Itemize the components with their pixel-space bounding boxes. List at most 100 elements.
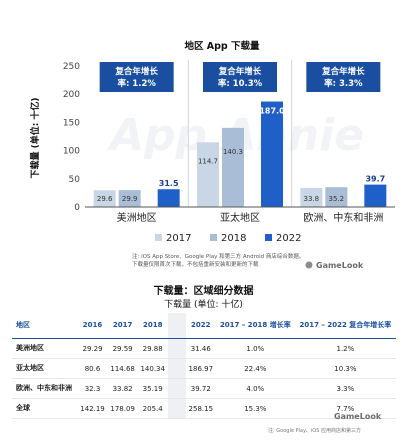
table-cell: 1.2%	[294, 338, 396, 359]
data-label: 35.2	[329, 195, 345, 203]
bar-2018-2	[325, 187, 348, 207]
bar-2018-1	[222, 127, 244, 207]
y-tick-label: 200	[63, 90, 80, 100]
cagr-label: 复合年增长	[218, 66, 262, 77]
table-cell: 29.88	[137, 338, 168, 359]
table-cell: 7.7%	[294, 398, 396, 419]
data-label: 187.0	[259, 107, 285, 116]
table-source-note: 注: Google Play、iOS 应用商店和第三方	[268, 428, 362, 434]
cagr-box	[203, 62, 277, 92]
row-region: 全球	[12, 398, 78, 419]
table-row: 美洲地区 29.29 29.59 29.88 31.46 1.0% 1.2%	[12, 338, 396, 359]
table-cell: 258.15	[185, 398, 216, 419]
table-cell: 142.19	[77, 398, 108, 419]
legend-swatch	[210, 234, 217, 241]
column-gap	[167, 378, 186, 399]
col-header: 2018	[137, 313, 168, 339]
bar-chart: App Annie 地区 App 下载量 下载量 (单位: 十亿) 050100…	[29, 40, 395, 270]
table-cell: 15.3%	[215, 398, 295, 419]
data-label: 29.6	[97, 195, 113, 203]
table-cell: 140.34	[137, 358, 168, 379]
bar-2022-0	[157, 189, 180, 207]
legend-swatch	[265, 234, 272, 241]
col-header: 地区	[12, 313, 78, 339]
cagr-box	[306, 62, 381, 92]
table-cell: 205.4	[137, 398, 168, 419]
brand-logo-icon	[305, 261, 313, 269]
brand-logo-text: GameLook	[316, 261, 364, 270]
table-cell: 32.3	[77, 378, 108, 399]
column-gap	[167, 313, 186, 339]
y-tick-label: 0	[74, 203, 80, 213]
bar-2022-2	[364, 184, 387, 207]
row-region: 亚太地区	[12, 358, 78, 379]
chart-source-note-2: 下载量仅限首次下载，不包括重新安装和更新的下载	[132, 260, 259, 268]
y-axis-label: 下载量 (单位: 十亿)	[29, 97, 41, 178]
brand-logo-text-2: GameLook	[334, 412, 382, 421]
data-label: 31.5	[159, 179, 179, 188]
table-cell: 10.3%	[294, 358, 396, 379]
row-region: 美洲地区	[12, 338, 78, 359]
y-axis-ticks: 0 50 100 150 200 250	[63, 62, 80, 213]
cagr-label: 率: 1.2%	[117, 78, 156, 89]
region-table: 地区 2016 2017 2018 2022 2017 – 2018 增长率 2…	[12, 313, 396, 419]
cagr-box	[99, 62, 174, 92]
chart-title: 地区 App 下载量	[184, 40, 260, 52]
table-cell: 178.09	[107, 398, 138, 419]
row-region: 欧洲、中东和非洲	[12, 378, 78, 399]
table-row: 亚太地区 80.6 114.68 140.34 186.97 22.4% 10.…	[12, 358, 396, 379]
column-gap	[167, 358, 186, 379]
column-gap	[167, 338, 186, 359]
bar-2022-1	[261, 101, 283, 207]
table-title: 下载量：区域细分数据	[153, 286, 254, 297]
bar-group: 29.6 29.9 31.5 114.7 140.3 187.0 33.8 35.2 39.7	[93, 60, 387, 207]
table-header-row: 地区 2016 2017 2018 2022 2017 – 2018 增长率 2…	[12, 313, 396, 339]
legend-label: 2018	[221, 233, 246, 244]
column-gap	[167, 398, 186, 419]
data-label: 29.9	[122, 195, 138, 203]
col-header: 2017 – 2022 复合年增长率	[294, 313, 396, 339]
legend-label: 2017	[166, 233, 191, 244]
y-tick-label: 100	[63, 147, 80, 157]
legend-label: 2022	[276, 233, 301, 244]
table-cell: 1.0%	[215, 338, 295, 359]
cagr-label: 复合年增长	[114, 66, 158, 77]
table-cell: 4.0%	[215, 378, 295, 399]
cagr-label: 率: 3.3%	[324, 78, 363, 89]
cagr-callouts: 复合年增长率: 1.2%复合年增长率: 10.3%复合年增长率: 3.3%	[99, 62, 381, 92]
category-label: 美洲地区	[117, 211, 157, 224]
y-tick-label: 50	[69, 175, 81, 185]
table-cell: 33.82	[107, 378, 138, 399]
bar-2017-1	[197, 142, 219, 207]
col-header: 2017 – 2018 增长率	[215, 313, 295, 339]
cagr-label: 复合年增长	[321, 66, 365, 77]
category-labels: 美洲地区 亚太地区 欧洲、中东和非洲	[117, 211, 384, 224]
data-label: 33.8	[304, 195, 320, 203]
table-cell: 186.97	[185, 358, 216, 379]
cagr-label: 率: 10.3%	[218, 78, 263, 89]
table-subtitle: 下载量 (单位: 十亿)	[164, 300, 243, 310]
table-cell: 114.68	[107, 358, 138, 379]
table-cell: 3.3%	[294, 378, 396, 399]
legend: 2017 2018 2022	[155, 233, 301, 244]
col-header: 2017	[107, 313, 138, 339]
table-cell: 22.4%	[215, 358, 295, 379]
table-cell: 80.6	[77, 358, 108, 379]
bar-2017-2	[300, 187, 323, 207]
col-header: 2022	[185, 313, 216, 339]
table-row: 全球 142.19 178.09 205.4 258.15 15.3% 7.7%	[12, 398, 396, 419]
table-row: 欧洲、中东和非洲 32.3 33.82 35.19 39.72 4.0% 3.3…	[12, 378, 396, 399]
y-tick-label: 250	[63, 62, 80, 72]
y-tick-label: 150	[63, 118, 80, 128]
col-header: 2016	[77, 313, 108, 339]
table-cell: 29.29	[77, 338, 108, 359]
table-cell: 35.19	[137, 378, 168, 399]
table-cell: 31.46	[185, 338, 216, 359]
legend-swatch	[155, 234, 162, 241]
table-cell: 29.59	[107, 338, 138, 359]
data-label: 114.7	[198, 158, 218, 166]
table-cell: 39.72	[185, 378, 216, 399]
data-label: 140.3	[223, 148, 243, 156]
category-label: 欧洲、中东和非洲	[303, 211, 383, 224]
bar-2017-0	[93, 190, 116, 207]
